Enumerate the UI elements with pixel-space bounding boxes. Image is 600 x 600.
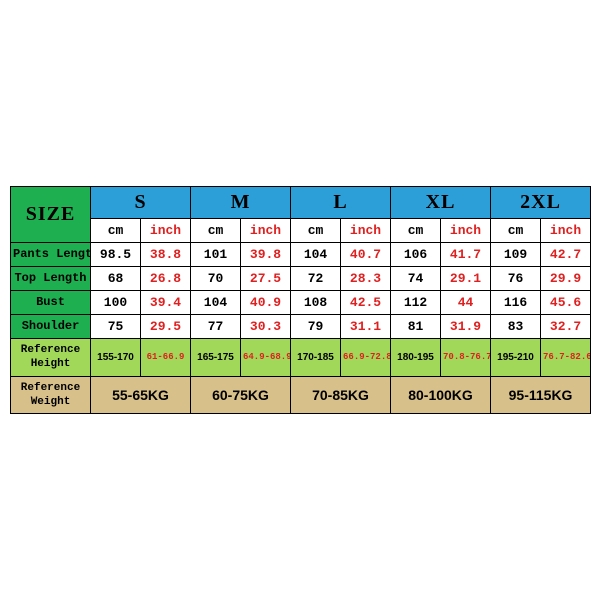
cell-cm: 101 xyxy=(191,242,241,266)
ref-weight-cell: 55-65KG xyxy=(91,376,191,414)
size-col-S: S xyxy=(91,186,191,218)
cell-cm: 75 xyxy=(91,314,141,338)
unit-cm: cm xyxy=(191,218,241,242)
ref-height-label: ReferenceHeight xyxy=(11,338,91,376)
cell-inch: 41.7 xyxy=(441,242,491,266)
unit-inch: inch xyxy=(141,218,191,242)
ref-height-inch: 66.9-72.8 xyxy=(341,338,391,376)
cell-inch: 31.9 xyxy=(441,314,491,338)
cell-inch: 40.9 xyxy=(241,290,291,314)
unit-cm: cm xyxy=(391,218,441,242)
cell-cm: 68 xyxy=(91,266,141,290)
cell-inch: 42.7 xyxy=(541,242,591,266)
unit-inch: inch xyxy=(441,218,491,242)
ref-weight-cell: 60-75KG xyxy=(191,376,291,414)
cell-cm: 108 xyxy=(291,290,341,314)
unit-cm: cm xyxy=(491,218,541,242)
cell-cm: 112 xyxy=(391,290,441,314)
cell-cm: 83 xyxy=(491,314,541,338)
cell-cm: 109 xyxy=(491,242,541,266)
cell-inch: 29.1 xyxy=(441,266,491,290)
ref-height-cm: 195-210 xyxy=(491,338,541,376)
unit-inch: inch xyxy=(341,218,391,242)
size-chart: SIZESMLXL2XLcminchcminchcminchcminchcmin… xyxy=(10,186,590,414)
size-col-XL: XL xyxy=(391,186,491,218)
ref-height-inch: 70.8-76.7 xyxy=(441,338,491,376)
size-col-2XL: 2XL xyxy=(491,186,591,218)
ref-height-cm: 170-185 xyxy=(291,338,341,376)
cell-inch: 27.5 xyxy=(241,266,291,290)
ref-height-cm: 155-170 xyxy=(91,338,141,376)
cell-cm: 72 xyxy=(291,266,341,290)
ref-weight-cell: 80-100KG xyxy=(391,376,491,414)
cell-cm: 74 xyxy=(391,266,441,290)
cell-cm: 98.5 xyxy=(91,242,141,266)
ref-height-inch: 76.7-82.6 xyxy=(541,338,591,376)
cell-inch: 28.3 xyxy=(341,266,391,290)
size-col-L: L xyxy=(291,186,391,218)
cell-inch: 38.8 xyxy=(141,242,191,266)
unit-cm: cm xyxy=(291,218,341,242)
cell-cm: 79 xyxy=(291,314,341,338)
ref-weight-label: ReferenceWeight xyxy=(11,376,91,414)
cell-cm: 104 xyxy=(191,290,241,314)
cell-cm: 70 xyxy=(191,266,241,290)
ref-height-inch: 61-66.9 xyxy=(141,338,191,376)
cell-cm: 106 xyxy=(391,242,441,266)
cell-cm: 81 xyxy=(391,314,441,338)
unit-cm: cm xyxy=(91,218,141,242)
cell-cm: 104 xyxy=(291,242,341,266)
cell-inch: 26.8 xyxy=(141,266,191,290)
cell-cm: 76 xyxy=(491,266,541,290)
cell-inch: 44 xyxy=(441,290,491,314)
cell-inch: 42.5 xyxy=(341,290,391,314)
cell-cm: 100 xyxy=(91,290,141,314)
unit-inch: inch xyxy=(541,218,591,242)
row-label: Pants Length xyxy=(11,242,91,266)
row-label: Top Length xyxy=(11,266,91,290)
ref-height-inch: 64.9-68.9 xyxy=(241,338,291,376)
size-header: SIZE xyxy=(11,186,91,242)
size-table: SIZESMLXL2XLcminchcminchcminchcminchcmin… xyxy=(10,186,591,414)
cell-inch: 29.9 xyxy=(541,266,591,290)
cell-inch: 30.3 xyxy=(241,314,291,338)
cell-inch: 40.7 xyxy=(341,242,391,266)
cell-inch: 45.6 xyxy=(541,290,591,314)
cell-cm: 77 xyxy=(191,314,241,338)
cell-inch: 32.7 xyxy=(541,314,591,338)
ref-height-cm: 165-175 xyxy=(191,338,241,376)
size-col-M: M xyxy=(191,186,291,218)
ref-weight-cell: 95-115KG xyxy=(491,376,591,414)
ref-height-cm: 180-195 xyxy=(391,338,441,376)
cell-cm: 116 xyxy=(491,290,541,314)
ref-weight-cell: 70-85KG xyxy=(291,376,391,414)
cell-inch: 39.8 xyxy=(241,242,291,266)
cell-inch: 39.4 xyxy=(141,290,191,314)
cell-inch: 31.1 xyxy=(341,314,391,338)
row-label: Bust xyxy=(11,290,91,314)
unit-inch: inch xyxy=(241,218,291,242)
row-label: Shoulder xyxy=(11,314,91,338)
cell-inch: 29.5 xyxy=(141,314,191,338)
